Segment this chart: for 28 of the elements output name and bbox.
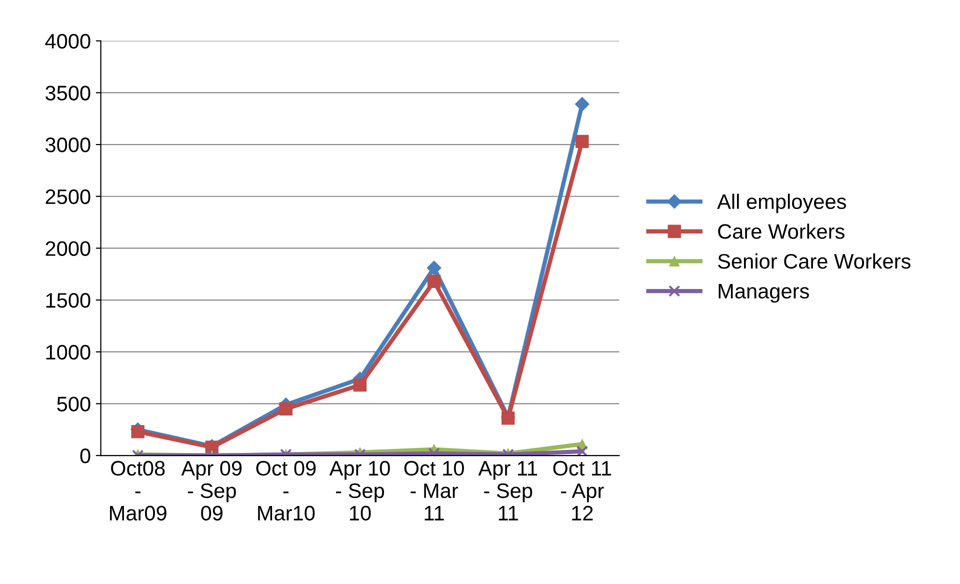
point — [576, 134, 589, 148]
x-tick-label: Oct08 - Mar09 — [110, 460, 166, 521]
legend-label: Managers — [718, 284, 809, 303]
y-tick-label: 3000 — [46, 138, 90, 152]
x-tick-label: Apr 11 - Sep 11 — [478, 461, 538, 520]
legend-label: Care Workers — [718, 224, 844, 239]
y-tick-label: 2000 — [46, 241, 90, 256]
point — [131, 425, 144, 438]
x-tick-label: Oct 10 - Mar 11 — [404, 460, 464, 520]
legend-label: Senior Care Workers — [718, 253, 910, 269]
y-tick-label: 1000 — [46, 344, 90, 360]
y-tick-label: 0 — [80, 448, 90, 464]
y-tick-label: 1500 — [46, 293, 90, 308]
point — [576, 445, 588, 456]
x-tick-label: Oct 09 - Mar10 — [256, 460, 316, 521]
point — [426, 260, 442, 276]
point — [279, 402, 293, 416]
y-tick-label: 4000 — [45, 34, 90, 49]
point — [427, 274, 441, 288]
legend-label: All employees — [717, 194, 846, 214]
y-tick-label: 2500 — [46, 189, 90, 204]
x-tick-label: Apr 10 - Sep 10 — [329, 460, 390, 521]
x-tick-label: Oct 11 - Apr 12 — [553, 460, 612, 520]
y-tick-label: 3500 — [46, 86, 90, 100]
x-tick-label: Apr 09 - Sep 09 — [181, 460, 242, 521]
y-tick-label: 500 — [57, 396, 90, 412]
point — [353, 378, 367, 392]
point — [574, 96, 590, 112]
